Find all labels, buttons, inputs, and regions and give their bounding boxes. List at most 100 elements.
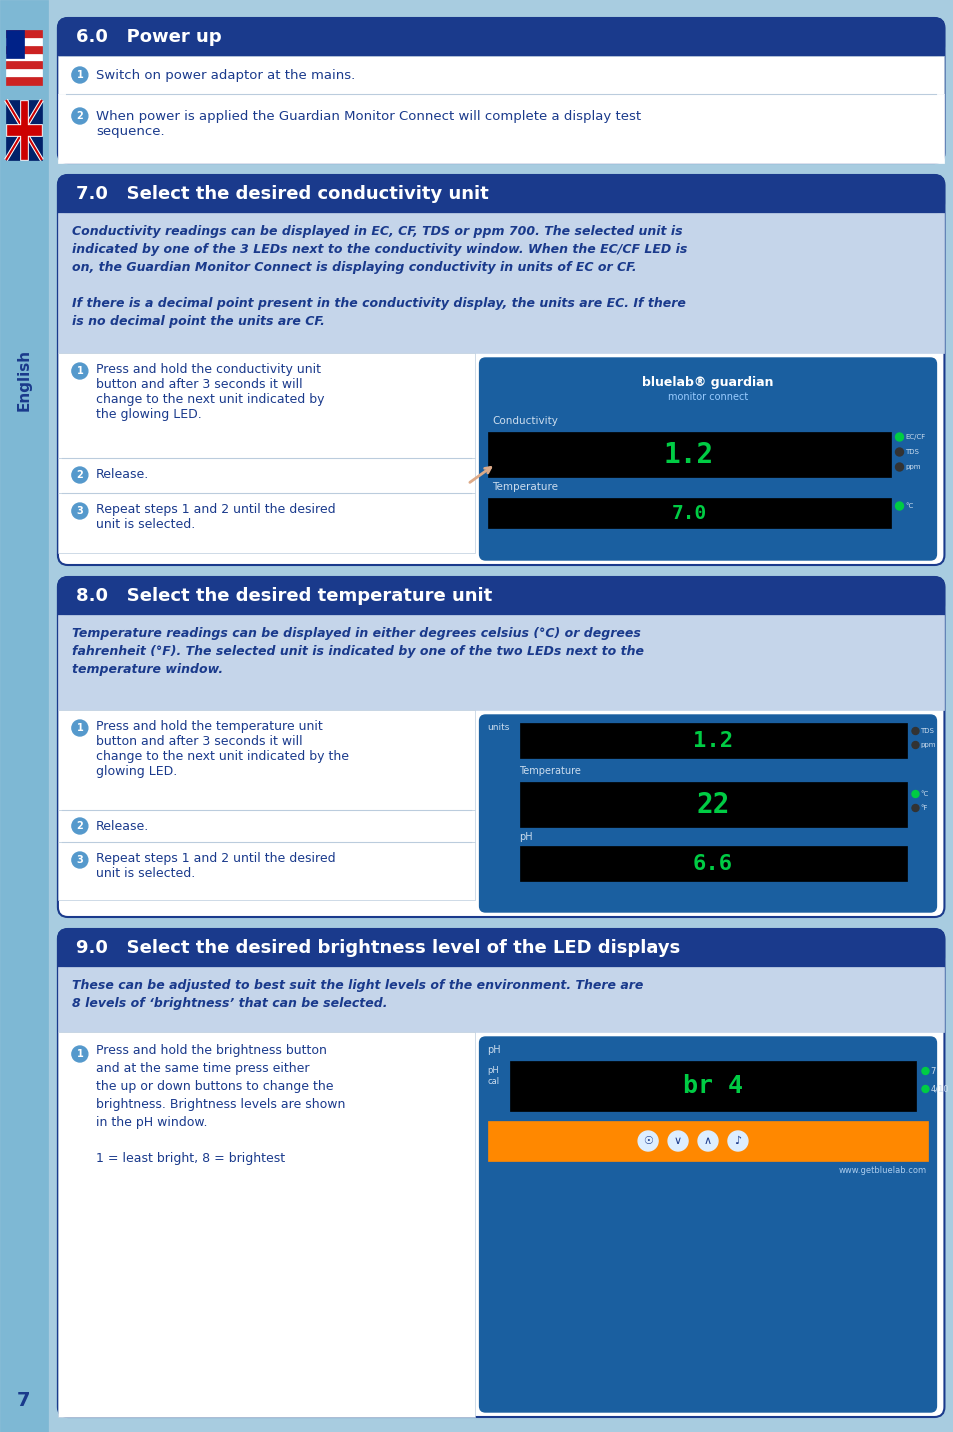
Text: These can be adjusted to best suit the light levels of the environment. There ar: These can be adjusted to best suit the l…: [71, 979, 642, 1010]
Text: ☉: ☉: [642, 1136, 653, 1146]
Text: Temperature readings can be displayed in either degrees celsius (°C) or degrees
: Temperature readings can be displayed in…: [71, 627, 643, 676]
Text: Press and hold the temperature unit
button and after 3 seconds it will
change to: Press and hold the temperature unit butt…: [95, 720, 349, 778]
Text: 7.0: 7.0: [671, 504, 706, 523]
Text: 22: 22: [696, 790, 729, 819]
Bar: [58, 949, 943, 967]
Text: Repeat steps 1 and 2 until the desired
unit is selected.: Repeat steps 1 and 2 until the desired u…: [95, 503, 335, 531]
FancyBboxPatch shape: [58, 577, 943, 916]
FancyBboxPatch shape: [58, 929, 943, 967]
Text: 4/10: 4/10: [929, 1084, 948, 1094]
Bar: [7, 125, 41, 135]
FancyBboxPatch shape: [479, 358, 936, 560]
Bar: [58, 614, 943, 710]
Bar: [6, 69, 42, 77]
Text: Temperature: Temperature: [519, 766, 580, 776]
Bar: [487, 1121, 927, 1161]
Circle shape: [71, 362, 88, 379]
Text: pH: pH: [487, 1065, 498, 1075]
Circle shape: [895, 448, 902, 455]
FancyBboxPatch shape: [58, 19, 943, 56]
Circle shape: [667, 1131, 687, 1151]
Circle shape: [911, 742, 918, 749]
Bar: [487, 498, 889, 528]
Text: Release.: Release.: [95, 821, 149, 833]
Bar: [21, 102, 27, 159]
Bar: [58, 710, 474, 811]
Text: °C: °C: [904, 503, 913, 508]
Text: br 4: br 4: [682, 1074, 742, 1098]
Bar: [487, 432, 889, 477]
Text: www.getbluelab.com: www.getbluelab.com: [838, 1166, 925, 1176]
Bar: [519, 782, 905, 828]
Bar: [58, 195, 943, 213]
Text: Conductivity readings can be displayed in EC, CF, TDS or ppm 700. The selected u: Conductivity readings can be displayed i…: [71, 225, 686, 328]
Bar: [519, 723, 905, 758]
Circle shape: [727, 1131, 747, 1151]
FancyBboxPatch shape: [58, 175, 943, 566]
Bar: [58, 56, 943, 95]
Text: Press and hold the brightness button
and at the same time press either
the up or: Press and hold the brightness button and…: [95, 1044, 345, 1166]
Bar: [509, 1061, 916, 1111]
Text: 1: 1: [76, 723, 83, 733]
Circle shape: [895, 463, 902, 471]
Text: 2: 2: [76, 470, 83, 480]
Circle shape: [71, 1045, 88, 1063]
Text: Conductivity: Conductivity: [492, 417, 558, 425]
Circle shape: [911, 790, 918, 798]
Text: 3: 3: [76, 855, 83, 865]
Bar: [6, 125, 42, 136]
Bar: [0, 0, 48, 1432]
Bar: [20, 100, 28, 160]
Text: 1: 1: [76, 1050, 83, 1060]
Text: TDS: TDS: [920, 727, 933, 735]
Bar: [58, 39, 943, 56]
Bar: [58, 95, 943, 163]
Circle shape: [921, 1067, 928, 1074]
Text: 1.2: 1.2: [663, 441, 714, 468]
Text: Release.: Release.: [95, 468, 149, 481]
Bar: [6, 62, 42, 69]
Circle shape: [71, 107, 88, 125]
Bar: [58, 842, 474, 899]
Bar: [58, 811, 474, 842]
Bar: [58, 1032, 474, 1418]
Text: EC/CF: EC/CF: [904, 434, 924, 440]
Bar: [58, 493, 474, 553]
Text: 7.0   Select the desired conductivity unit: 7.0 Select the desired conductivity unit: [76, 185, 488, 203]
Text: bluelab® guardian: bluelab® guardian: [641, 377, 773, 390]
Bar: [6, 100, 42, 160]
Bar: [6, 30, 42, 37]
Circle shape: [71, 818, 88, 833]
Text: pH: pH: [519, 832, 533, 842]
Bar: [6, 53, 42, 62]
Text: ∧: ∧: [703, 1136, 711, 1146]
FancyBboxPatch shape: [479, 715, 936, 912]
Text: 7: 7: [929, 1067, 935, 1075]
Bar: [6, 77, 42, 84]
Circle shape: [895, 432, 902, 441]
Circle shape: [911, 805, 918, 812]
Text: monitor connect: monitor connect: [667, 391, 747, 401]
Text: 9.0   Select the desired brightness level of the LED displays: 9.0 Select the desired brightness level …: [76, 939, 679, 957]
Bar: [6, 37, 42, 46]
Text: TDS: TDS: [904, 450, 919, 455]
Text: °C: °C: [920, 790, 928, 798]
Text: 6.6: 6.6: [692, 853, 732, 874]
Text: Temperature: Temperature: [492, 483, 558, 493]
Circle shape: [921, 1085, 928, 1093]
Circle shape: [71, 503, 88, 518]
Text: ♪: ♪: [734, 1136, 740, 1146]
FancyBboxPatch shape: [58, 175, 943, 213]
Text: Press and hold the conductivity unit
button and after 3 seconds it will
change t: Press and hold the conductivity unit but…: [95, 362, 324, 421]
Text: cal: cal: [487, 1077, 499, 1085]
Text: units: units: [487, 723, 510, 732]
Circle shape: [71, 67, 88, 83]
Text: Repeat steps 1 and 2 until the desired
unit is selected.: Repeat steps 1 and 2 until the desired u…: [95, 852, 335, 881]
Circle shape: [911, 727, 918, 735]
Text: 1.2: 1.2: [692, 730, 732, 750]
Circle shape: [895, 503, 902, 510]
Bar: [519, 846, 905, 881]
Bar: [6, 46, 42, 53]
FancyBboxPatch shape: [58, 577, 943, 614]
Text: When power is applied the Guardian Monitor Connect will complete a display test
: When power is applied the Guardian Monit…: [95, 110, 640, 137]
